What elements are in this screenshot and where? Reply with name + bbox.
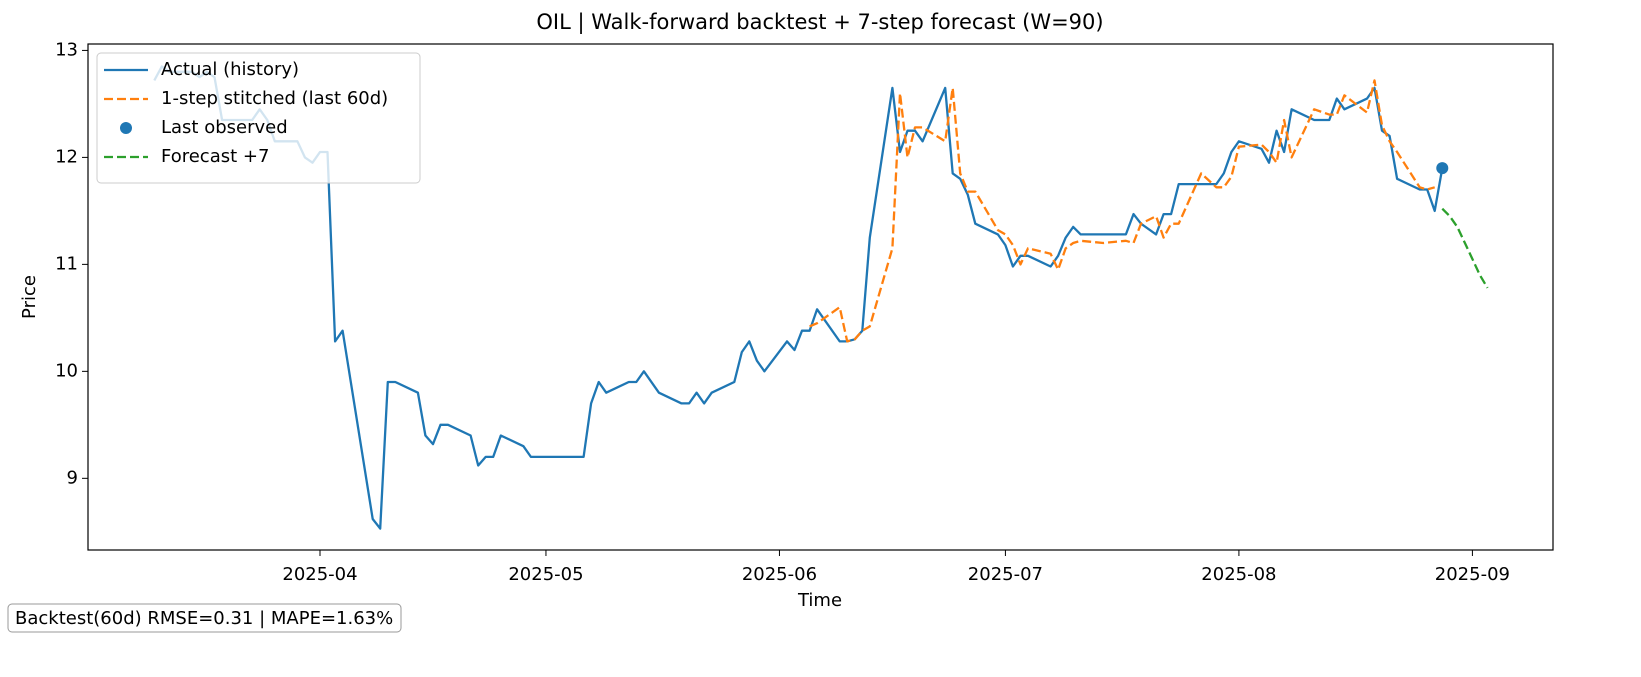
x-tick-label: 2025-05 — [508, 564, 583, 585]
chart-title: OIL | Walk-forward backtest + 7-step for… — [536, 10, 1103, 35]
x-tick-label: 2025-09 — [1435, 564, 1510, 585]
x-tick-label: 2025-06 — [742, 564, 817, 585]
legend-marker — [120, 122, 132, 134]
x-tick-label: 2025-04 — [282, 564, 357, 585]
legend-label: Actual (history) — [161, 59, 299, 80]
y-tick-label: 10 — [55, 360, 78, 381]
y-axis-label: Price — [19, 275, 40, 319]
y-tick-label: 12 — [55, 146, 78, 167]
y-tick-label: 11 — [55, 253, 78, 274]
x-tick-label: 2025-08 — [1201, 564, 1276, 585]
x-axis-label: Time — [797, 590, 842, 611]
plot-frame — [87, 43, 1554, 551]
legend-box — [96, 52, 421, 184]
series-line — [809, 79, 1436, 343]
legend-label: Forecast +7 — [161, 146, 269, 167]
legend-label: Last observed — [161, 117, 288, 138]
point — [1436, 162, 1449, 175]
y-tick-label: 13 — [55, 39, 78, 60]
annotation-box — [7, 603, 402, 633]
series-line — [1441, 207, 1489, 289]
x-tick-label: 2025-07 — [968, 564, 1043, 585]
series-line — [153, 65, 1444, 530]
y-tick-label: 9 — [67, 467, 78, 488]
legend-label: 1-step stitched (last 60d) — [161, 88, 388, 109]
annotation: Backtest(60d) RMSE=0.31 | MAPE=1.63% — [15, 608, 393, 629]
